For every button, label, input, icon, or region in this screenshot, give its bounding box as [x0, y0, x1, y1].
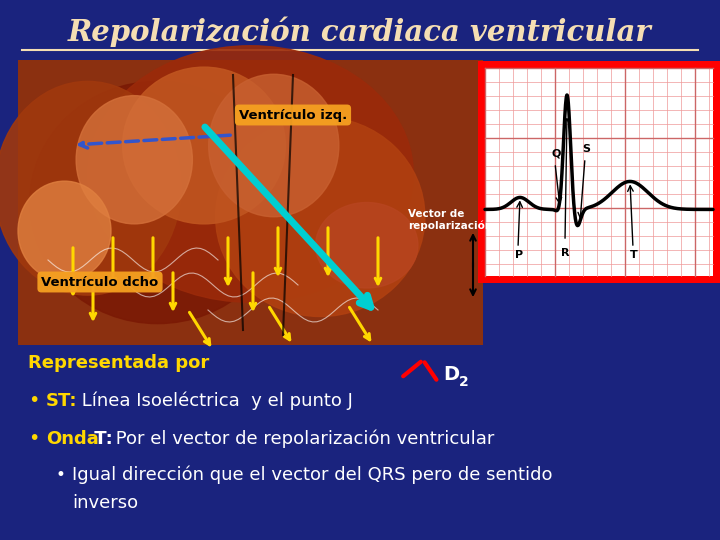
Text: Repolarización cardiaca ventricular: Repolarización cardiaca ventricular [68, 17, 652, 47]
Ellipse shape [18, 181, 111, 281]
Ellipse shape [76, 96, 192, 224]
Text: 2: 2 [459, 375, 469, 389]
Text: •: • [55, 466, 65, 484]
Text: T:: T: [88, 430, 113, 448]
Ellipse shape [122, 67, 285, 224]
Text: ST:: ST: [46, 392, 78, 410]
Text: •: • [28, 429, 40, 448]
Ellipse shape [30, 82, 285, 323]
Bar [485, 68, 713, 276]
Text: •: • [28, 391, 40, 410]
Text: Q: Q [552, 149, 562, 159]
Text: Línea Isoeléctrica  y el punto J: Línea Isoeléctrica y el punto J [76, 392, 353, 410]
Text: Igual dirección que el vector del QRS pero de sentido: Igual dirección que el vector del QRS pe… [72, 465, 552, 484]
Text: P: P [515, 250, 523, 260]
Ellipse shape [0, 82, 181, 295]
Text: Ventrículo dcho: Ventrículo dcho [41, 275, 158, 288]
Text: Vector de
repolarización: Vector de repolarización [408, 209, 492, 231]
Text: S: S [582, 144, 590, 154]
Ellipse shape [88, 46, 413, 302]
Text: Por el vector de repolarización ventricular: Por el vector de repolarización ventricu… [110, 429, 495, 448]
Text: Onda: Onda [46, 430, 99, 448]
Ellipse shape [215, 117, 425, 316]
Text: T: T [630, 250, 638, 260]
Bar [478, 61, 720, 283]
Text: Ventrículo izq.: Ventrículo izq. [239, 109, 347, 122]
Text: Representada por: Representada por [28, 354, 210, 372]
Bar [18, 60, 483, 345]
Ellipse shape [209, 74, 339, 217]
Text: D: D [443, 366, 459, 384]
Text: inverso: inverso [72, 494, 138, 512]
Text: R: R [561, 248, 570, 258]
Ellipse shape [315, 202, 418, 288]
